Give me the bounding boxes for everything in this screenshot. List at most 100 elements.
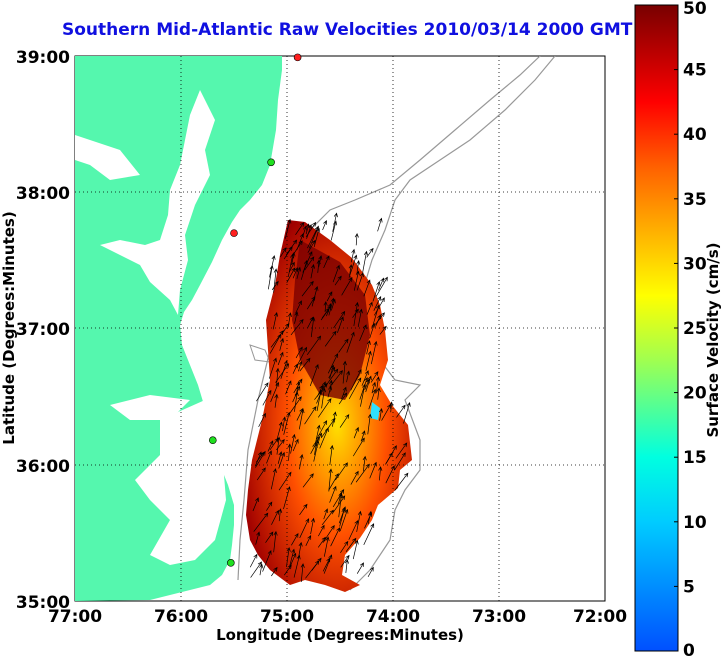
velocity-arrow [356,260,361,275]
x-axis-label: Longitude (Degrees:Minutes) [216,626,464,644]
velocity-arrow [271,509,279,525]
chart-title: Southern Mid-Atlantic Raw Velocities 201… [62,20,633,40]
velocity-arrow [354,232,359,246]
velocity-arrow [305,221,317,238]
velocity-arrow [287,443,292,461]
velocity-arrow [361,370,369,386]
velocity-arrow [362,250,368,273]
velocity-arrow [274,393,279,408]
x-tick: 77:00 [48,607,102,627]
velocity-arrow [328,297,335,316]
velocity-arrow [276,421,283,442]
velocity-low-patch [370,402,380,420]
velocity-arrow [338,338,349,353]
velocity-arrow [299,503,308,516]
velocity-arrow [332,489,345,508]
velocity-arrow [364,512,372,529]
velocity-arrow [340,554,350,568]
velocity-arrow [375,376,381,393]
velocity-arrow [271,566,278,577]
velocity-arrow [268,357,277,379]
velocity-arrow [313,442,318,455]
velocity-arrow [339,508,349,532]
velocity-arrow [331,411,337,427]
radar-site-marker [227,559,235,567]
velocity-arrow [317,398,332,418]
colorbar-tick-label: 10 [683,513,707,533]
velocity-arrow [368,388,377,410]
velocity-arrow [310,316,316,338]
velocity-arrow [323,508,329,520]
velocity-arrow [305,223,310,235]
land-mass [75,56,282,601]
delaware-bay [75,135,140,180]
velocity-arrow [290,433,296,454]
velocity-arrow [395,442,408,459]
velocity-arrow [300,563,305,583]
x-tick: 74:00 [366,607,420,627]
velocity-arrow [378,277,385,291]
velocity-arrow [255,450,266,468]
velocity-arrow [299,453,304,470]
velocity-arrow [267,440,274,452]
velocity-arrow [283,564,292,576]
velocity-arrow [378,408,384,421]
colorbar-tick-label: 30 [683,254,707,274]
velocity-arrow [306,335,322,356]
velocity-arrow [335,462,348,481]
velocity-arrow [356,510,362,532]
velocity-arrow [353,270,360,291]
velocity-arrow [339,414,350,428]
velocity-arrow [287,312,292,327]
colorbar-tick-label: 35 [683,190,707,210]
velocity-arrow [302,473,314,488]
velocity-arrow [284,218,292,239]
velocity-arrow [396,404,406,418]
velocity-arrow [305,560,320,579]
velocity-arrow [278,508,283,522]
colorbar-tick-label: 20 [683,384,707,404]
velocity-arrow [367,413,372,435]
velocity-arrow [375,314,382,327]
velocity-arrow [253,512,269,532]
velocity-arrow [350,368,362,391]
velocity-arrow [262,550,272,572]
velocity-arrow [273,530,278,553]
velocity-arrow [282,416,287,432]
velocity-arrow [374,312,385,325]
velocity-arrow [324,330,337,347]
velocity-arrow [306,296,316,310]
velocity-arrow [365,350,372,371]
velocity-arrow [322,557,331,572]
velocity-arrow [375,276,388,298]
velocity-arrow [307,226,319,249]
velocity-arrow [323,554,333,574]
velocity-arrow [294,311,299,324]
velocity-arrow [352,539,359,560]
velocity-arrow [285,380,292,395]
velocity-arrow [292,240,303,256]
radar-site-marker [230,229,238,237]
velocity-arrow [288,261,295,273]
velocity-arrow [371,304,380,328]
velocity-arrow [316,381,326,404]
velocity-arrow [332,264,340,283]
velocity-arrow [366,340,371,355]
velocity-arrow [329,444,334,466]
velocity-arrow [271,280,279,291]
velocity-arrow [385,452,393,464]
velocity-arrow [275,363,290,383]
velocity-arrow [321,509,334,526]
velocity-arrow [255,451,262,467]
velocity-arrow [291,533,299,546]
radar-site-marker [267,158,275,167]
albemarle-sound [110,395,190,420]
velocity-arrow [345,537,357,552]
velocity-arrow [270,381,280,403]
velocity-arrow [338,392,348,405]
velocity-arrow [299,518,310,539]
velocity-arrow [249,553,258,568]
velocity-field [246,220,412,592]
velocity-arrow [359,377,369,400]
